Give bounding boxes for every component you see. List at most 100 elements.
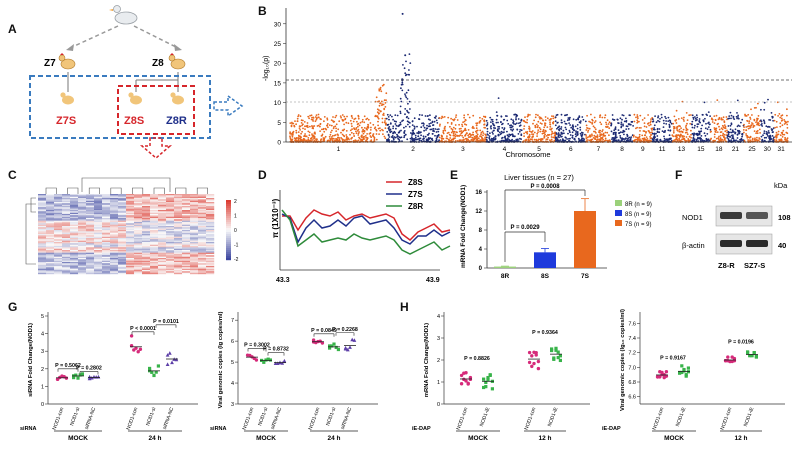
dot-plot-ylabel: Viral genomic copies (lg copies/ml): [218, 312, 224, 409]
dot-plot-ytick: 4: [437, 314, 440, 320]
dot-group-label: NOD1-si: [325, 407, 337, 427]
pi-xtick-start: 43.3: [276, 277, 290, 284]
dot-group-5: [343, 337, 357, 352]
blot-unit: kDa: [774, 181, 788, 190]
chromosome-points-8: [610, 114, 634, 143]
chromosome-label: 25: [748, 146, 756, 153]
band-nod1-sz7s: [746, 212, 768, 219]
dot-row-label: siRNA: [210, 426, 227, 432]
bar-7S: [574, 211, 596, 268]
dot-group-label: NOD1-si: [69, 407, 81, 427]
chromosome-points-6: [554, 113, 587, 143]
p-value-8r-7s: P = 0.0008: [530, 184, 560, 190]
dot-plot-ytick: 4: [41, 332, 44, 338]
dot-group-3: [129, 334, 143, 354]
chromosome-label: 9: [641, 146, 645, 153]
panel-letter-e: E: [450, 168, 459, 182]
dot-group-0: [655, 370, 669, 380]
dot-plot-ytick: 6.8: [628, 380, 636, 386]
dot-group-label: siRNA-NC: [270, 406, 284, 430]
liver-bar-chart: Liver tissues (n = 27) mRNA Fold Change(…: [460, 173, 652, 280]
dot-condition-label: 24 h: [327, 435, 340, 442]
manhattan-ytick: 20: [274, 61, 282, 68]
chromosome-points-3: [438, 113, 488, 143]
dot-group-1: [678, 364, 690, 378]
panel-letter-h: H: [400, 300, 409, 314]
dot-group-0: [245, 353, 259, 362]
dot-group-label: NOD1-iE: [479, 406, 492, 427]
dot-p-value: P = 0.2802: [76, 365, 102, 371]
band-nod1-z8r: [720, 212, 742, 219]
blot-label-nod1: NOD1: [682, 213, 703, 222]
dot-p-value: P = 0.8826: [464, 356, 490, 362]
bar-category-label: 8S: [541, 273, 550, 280]
dot-group-2: [527, 350, 541, 371]
chicken-icon-z8s: [128, 92, 142, 105]
dot-row-label: iE-DAP: [412, 426, 431, 432]
dot-group-1: [260, 357, 272, 364]
dot-plot-ytick: 4: [231, 381, 234, 387]
dot-group-5: [165, 351, 179, 366]
chromosome-label: 1: [337, 146, 341, 153]
bar-ytick: 4: [479, 247, 483, 253]
panel-letter-b: B: [258, 4, 267, 18]
blot-lane-z8r: Z8-R: [718, 261, 735, 270]
chromosome-label: 6: [569, 146, 573, 153]
dot-group-label: NOD1-con: [126, 406, 140, 430]
dot-group-3: [311, 338, 325, 345]
legend-z8s: Z8S: [408, 178, 423, 187]
dot-group-2: [723, 355, 737, 364]
arrow-to-heatmap: [139, 137, 173, 159]
chicken-icon-z7: [58, 53, 76, 70]
dot-plot-ytick: 6.6: [628, 395, 636, 401]
dot-group-label: NOD1-iE: [547, 406, 560, 427]
parent-label-z8: Z8: [152, 58, 164, 69]
manhattan-xlabel: Chromosome: [505, 150, 550, 159]
chromosome-points-5: [522, 113, 557, 143]
dot-group-label: NOD1-con: [308, 406, 322, 430]
chromosome-points-13: [671, 100, 692, 143]
heatmap-legend-tick: -2: [234, 257, 239, 263]
dot-condition-label: 12 h: [734, 435, 747, 442]
pi-line-z8s: [282, 209, 451, 241]
western-blot: kDa NOD1 108 β-actin 40 Z8-R SZ7-S: [682, 181, 791, 270]
manhattan-plot: 0 5 10 15 20 25 30 1 2 3 4 5 6 7 8 9 11 13 15 18 21 25 30 31 -…: [263, 8, 792, 159]
dot-p-value: P < 0.0001: [130, 326, 156, 332]
chromosome-points-1: [289, 83, 388, 143]
dot-plot-ytick: 2: [437, 358, 440, 364]
dot-group-label: NOD1-si: [145, 407, 157, 427]
blot-kda-actin: 40: [778, 241, 786, 250]
dot-group-1: [482, 373, 494, 391]
red-dashed-box: [117, 85, 195, 135]
chromosome-label: 18: [715, 146, 723, 153]
offspring-label-z7s: Z7S: [56, 115, 76, 127]
h-mrna-foldchange-plot: 0 1 2 3 4 mRNA Fold Change(NOD1) NOD1-con NOD1-…: [412, 312, 590, 442]
dot-row-label: iE-DAP: [602, 426, 621, 432]
dot-plot-ytick: 0: [437, 402, 440, 408]
heatmap-legend-tick: 1: [234, 214, 237, 220]
dot-plot-ytick: 1: [41, 384, 44, 390]
bar-ytick: 16: [475, 190, 482, 196]
expression-heatmap: 2 1 0 -1 -2: [25, 177, 239, 275]
chromosome-label: 21: [732, 146, 740, 153]
dot-row-label: siRNA: [20, 426, 37, 432]
bar-legend-entry: 7S (n = 9): [625, 222, 652, 228]
dot-condition-label: 24 h: [148, 435, 161, 442]
dot-plot-ylabel: siRNA Fold Change(NOD1): [28, 323, 34, 397]
bar-category-label: 7S: [581, 273, 590, 280]
bar-8S: [534, 252, 556, 268]
dot-plot-ytick: 7.4: [628, 336, 636, 342]
bar-legend-entry: 8S (n = 9): [625, 212, 652, 218]
nucleotide-diversity-plot: π (1X10⁻³) 43.3 43.9 Z8S Z7S Z8R: [271, 178, 451, 284]
chicken-icon-z7s: [60, 92, 74, 105]
dot-group-0: [459, 371, 473, 386]
manhattan-ytick: 30: [274, 21, 282, 28]
manhattan-ytick: 15: [274, 80, 282, 87]
dot-group-label: NOD1-con: [52, 406, 66, 430]
dot-plot-ytick: 5: [231, 360, 234, 366]
dot-group-1: [72, 372, 84, 380]
dot-plot-ytick: 5: [41, 314, 44, 320]
blot-kda-nod1: 108: [778, 213, 791, 222]
dot-plot-ylabel: Viral genomic copies (lg₁₀ copies/ml): [620, 309, 626, 411]
